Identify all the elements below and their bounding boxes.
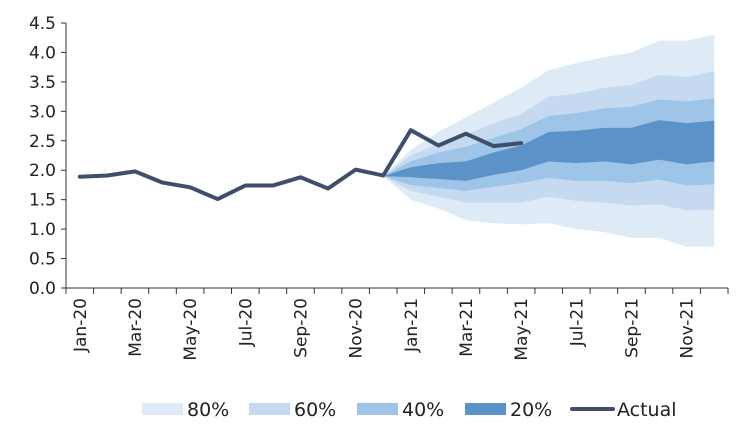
x-tick-label: Mar-21 bbox=[457, 298, 477, 357]
y-tick-label: 3.0 bbox=[29, 102, 56, 122]
x-tick-label: May-21 bbox=[512, 298, 532, 361]
actual-line bbox=[77, 128, 524, 202]
fan-band-20pct bbox=[383, 120, 715, 181]
y-tick-label: 2.0 bbox=[29, 161, 56, 181]
legend-swatch-80pct bbox=[142, 403, 183, 415]
legend-swatch-60pct bbox=[249, 403, 290, 415]
legend-label: 80% bbox=[187, 399, 229, 421]
x-tick-label: Jul-20 bbox=[236, 298, 256, 347]
x-tick-label: Nov-20 bbox=[347, 298, 367, 359]
y-tick-label: 0.0 bbox=[29, 279, 56, 299]
x-tick-label: Nov-21 bbox=[678, 298, 698, 359]
y-axis-ticks: 0.0 0.5 1.0 1.5 2.0 2.5 3.0 3.5 4.0 4.5 bbox=[29, 14, 66, 299]
legend-swatch-40pct bbox=[357, 403, 398, 415]
legend-label: 20% bbox=[510, 399, 552, 421]
x-tick-label: Sep-20 bbox=[291, 298, 311, 358]
y-tick-label: 0.5 bbox=[29, 250, 56, 270]
fan-bands bbox=[383, 34, 715, 247]
x-tick-label: May-20 bbox=[181, 298, 201, 361]
actual-series bbox=[77, 128, 524, 202]
legend: 80% 60% 40% 20% Actual bbox=[142, 399, 677, 421]
x-tick-label: Jan-21 bbox=[402, 298, 422, 353]
x-tick-label: Mar-20 bbox=[126, 298, 146, 357]
y-tick-label: 4.0 bbox=[29, 43, 56, 63]
legend-label: 40% bbox=[402, 399, 444, 421]
legend-swatch-20pct bbox=[465, 403, 506, 415]
y-tick-label: 3.5 bbox=[29, 73, 56, 93]
y-tick-label: 1.0 bbox=[29, 220, 56, 240]
legend-label: 60% bbox=[294, 399, 336, 421]
x-axis-ticks: Jan-20 Mar-20 May-20 Jul-20 Sep-20 Nov-20 Jan-… bbox=[65, 288, 729, 361]
y-tick-label: 1.5 bbox=[29, 191, 56, 211]
x-tick-label: Jul-21 bbox=[567, 298, 587, 347]
legend-label: Actual bbox=[617, 399, 677, 421]
x-tick-label: Jan-20 bbox=[71, 298, 91, 353]
y-tick-label: 4.5 bbox=[29, 14, 56, 34]
y-tick-label: 2.5 bbox=[29, 132, 56, 152]
x-tick-label: Sep-21 bbox=[622, 298, 642, 358]
